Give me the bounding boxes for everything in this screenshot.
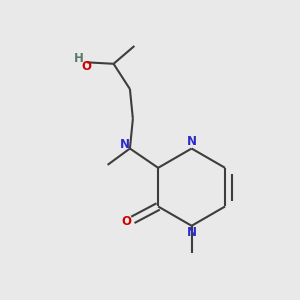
Text: N: N xyxy=(120,138,130,152)
Text: N: N xyxy=(187,136,197,148)
Text: O: O xyxy=(81,60,91,73)
Text: O: O xyxy=(121,215,131,228)
Text: N: N xyxy=(187,226,197,239)
Text: H: H xyxy=(74,52,83,65)
